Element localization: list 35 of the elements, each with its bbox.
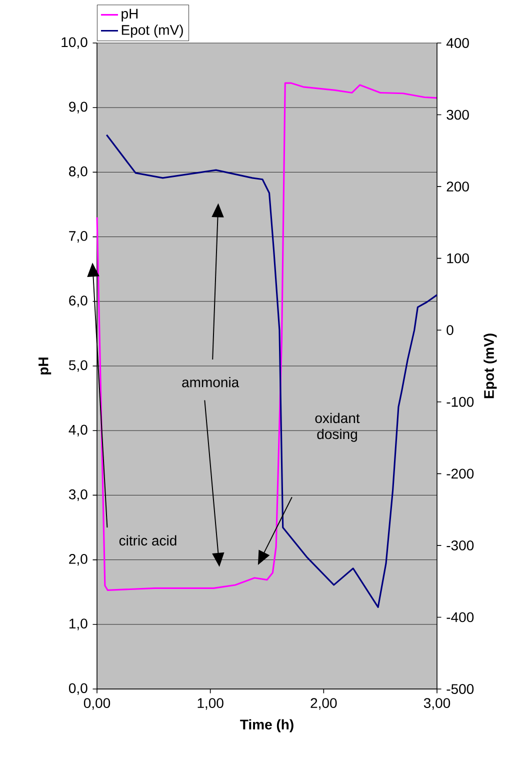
y2-tick-label: 300 [446,110,469,120]
y-tick-label: 8,0 [69,166,88,178]
y-tick-label: 4,0 [68,424,88,436]
x-tick-label: 1,00 [198,698,224,710]
line-series [96,82,438,591]
y2-tick-label: -400 [446,612,474,622]
y-tick-label: 9,0 [69,102,88,114]
y2-tick-label: -500 [446,684,474,694]
annotation: ammonia [182,377,240,388]
y2-tick-label: 200 [446,182,469,192]
legend-label: pH [122,8,138,22]
y-tick-label: 3,0 [68,489,88,501]
y2-axis-title: Epot (mV) [484,334,497,398]
annotation: oxidant dosing [315,412,360,442]
x-tick-label: 0,00 [84,698,110,710]
y-tick-label: 10,0 [62,37,88,49]
annotation: citric acid [119,535,176,546]
y2-tick-label: 400 [446,38,469,48]
legend-label: Epot (mV) [122,24,183,38]
y2-tick-label: -200 [446,468,474,479]
x-tick-label: 2,00 [310,698,337,710]
y2-tick-label: 100 [447,253,469,264]
x-axis-title: Time (h) [240,719,294,732]
y-tick-label: 6,0 [69,296,88,308]
y-tick-label: 0,0 [68,683,88,695]
y2-tick-label: -300 [446,540,474,550]
y-tick-label: 5,0 [68,360,88,372]
line-series [106,134,438,608]
y-axis-title: pH [38,358,52,374]
y-tick-label: 1,0 [69,618,88,630]
x-tick-label: 3,00 [424,698,450,710]
y-tick-label: 7,0 [69,231,88,243]
y-tick-label: 2,0 [69,554,88,566]
y2-tick-label: 0 [446,325,454,336]
y2-tick-label: -100 [446,396,474,407]
